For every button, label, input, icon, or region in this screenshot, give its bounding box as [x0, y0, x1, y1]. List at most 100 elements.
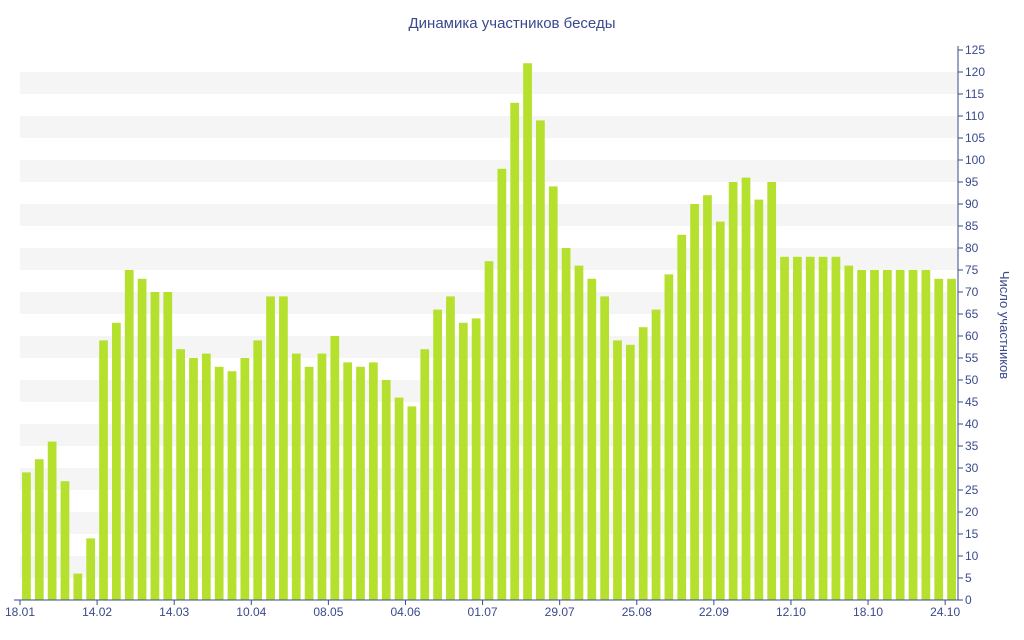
bar [86, 538, 96, 600]
bar [870, 270, 879, 600]
bar [60, 481, 70, 600]
bar [279, 296, 288, 600]
y-tick-label: 110 [965, 109, 984, 123]
bar [844, 265, 854, 600]
bar [112, 322, 121, 600]
bar [921, 270, 931, 600]
bar [613, 340, 622, 600]
bar [690, 204, 699, 600]
y-tick-label: 85 [965, 219, 979, 233]
y-tick-label: 15 [965, 527, 979, 541]
bar [253, 340, 263, 600]
bar [625, 344, 635, 600]
y-tick-label: 20 [965, 505, 979, 519]
bar [356, 366, 365, 600]
y-tick-label: 80 [965, 241, 979, 255]
bar [407, 406, 417, 600]
bar [780, 256, 789, 600]
bar [947, 278, 956, 600]
bar [831, 256, 841, 600]
y-axis-ticks: 0 5 10 15 20 25 30 35 40 45 50 55 60 65 70 75 80 85 90 95 10… [958, 43, 985, 607]
bar [240, 358, 250, 600]
bar [458, 322, 468, 600]
bar [497, 168, 507, 601]
bar [536, 120, 545, 601]
y-tick-label: 50 [965, 373, 979, 387]
bar [561, 248, 571, 600]
y-tick-label: 90 [965, 197, 979, 211]
bar [227, 371, 237, 600]
y-tick-label: 35 [965, 439, 979, 453]
bar [600, 296, 610, 600]
x-tick-label: 12.10 [776, 605, 806, 619]
grid-band [20, 116, 958, 138]
bar [703, 195, 712, 600]
y-tick-label: 70 [965, 285, 979, 299]
bar [343, 362, 353, 600]
bar [73, 573, 83, 600]
bar [176, 349, 185, 600]
y-tick-label: 55 [965, 351, 979, 365]
bar [433, 309, 442, 600]
grid-band [20, 72, 958, 94]
bar [651, 309, 661, 600]
y-tick-label: 95 [965, 175, 979, 189]
bar [446, 296, 455, 600]
bar [368, 362, 378, 600]
bar [741, 177, 751, 600]
bar [214, 366, 224, 600]
x-tick-label: 24.10 [930, 605, 960, 619]
bar [908, 270, 918, 600]
x-tick-label: 25.08 [622, 605, 652, 619]
bar [548, 186, 558, 600]
bar [420, 349, 430, 600]
chart-title: Динамика участников беседы [409, 15, 616, 32]
bar [715, 221, 725, 600]
bar [574, 265, 584, 600]
y-tick-label: 120 [965, 65, 985, 79]
bar [484, 261, 494, 600]
bar [587, 278, 597, 600]
bars [22, 63, 956, 601]
y-tick-label: 25 [965, 483, 979, 497]
y-tick-label: 40 [965, 417, 979, 431]
bar [124, 270, 134, 600]
bar [304, 366, 314, 600]
bar [47, 441, 57, 600]
bar [22, 472, 31, 600]
bar [882, 270, 892, 600]
bar [137, 278, 147, 600]
y-tick-label: 5 [965, 571, 972, 585]
bar [677, 234, 687, 601]
y-tick-label: 75 [965, 263, 979, 277]
bar [99, 340, 108, 600]
y-tick-label: 100 [965, 153, 985, 167]
y-tick-label: 65 [965, 307, 979, 321]
x-tick-label: 14.03 [159, 605, 189, 619]
bar [471, 318, 481, 600]
bar [34, 459, 44, 600]
bar [330, 336, 340, 600]
y-tick-label: 30 [965, 461, 979, 475]
grid-band [20, 204, 958, 226]
bar [189, 358, 198, 600]
bar [381, 380, 391, 600]
bar [805, 256, 815, 600]
y-tick-label: 60 [965, 329, 979, 343]
x-axis-ticks: 18.01 14.02 14.03 10.04 08.05 04.06 01.07 29.07… [5, 600, 960, 619]
x-tick-label: 14.02 [82, 605, 112, 619]
bar [317, 353, 327, 600]
x-tick-label: 18.10 [853, 605, 883, 619]
bar [150, 292, 160, 600]
x-tick-label: 22.09 [699, 605, 729, 619]
bar [818, 256, 828, 600]
bar [728, 182, 738, 600]
y-tick-label: 125 [965, 43, 985, 57]
bar [934, 278, 944, 600]
bar [394, 397, 404, 600]
x-tick-label: 01.07 [468, 605, 498, 619]
y-tick-label: 105 [965, 131, 985, 145]
bar [857, 270, 866, 600]
